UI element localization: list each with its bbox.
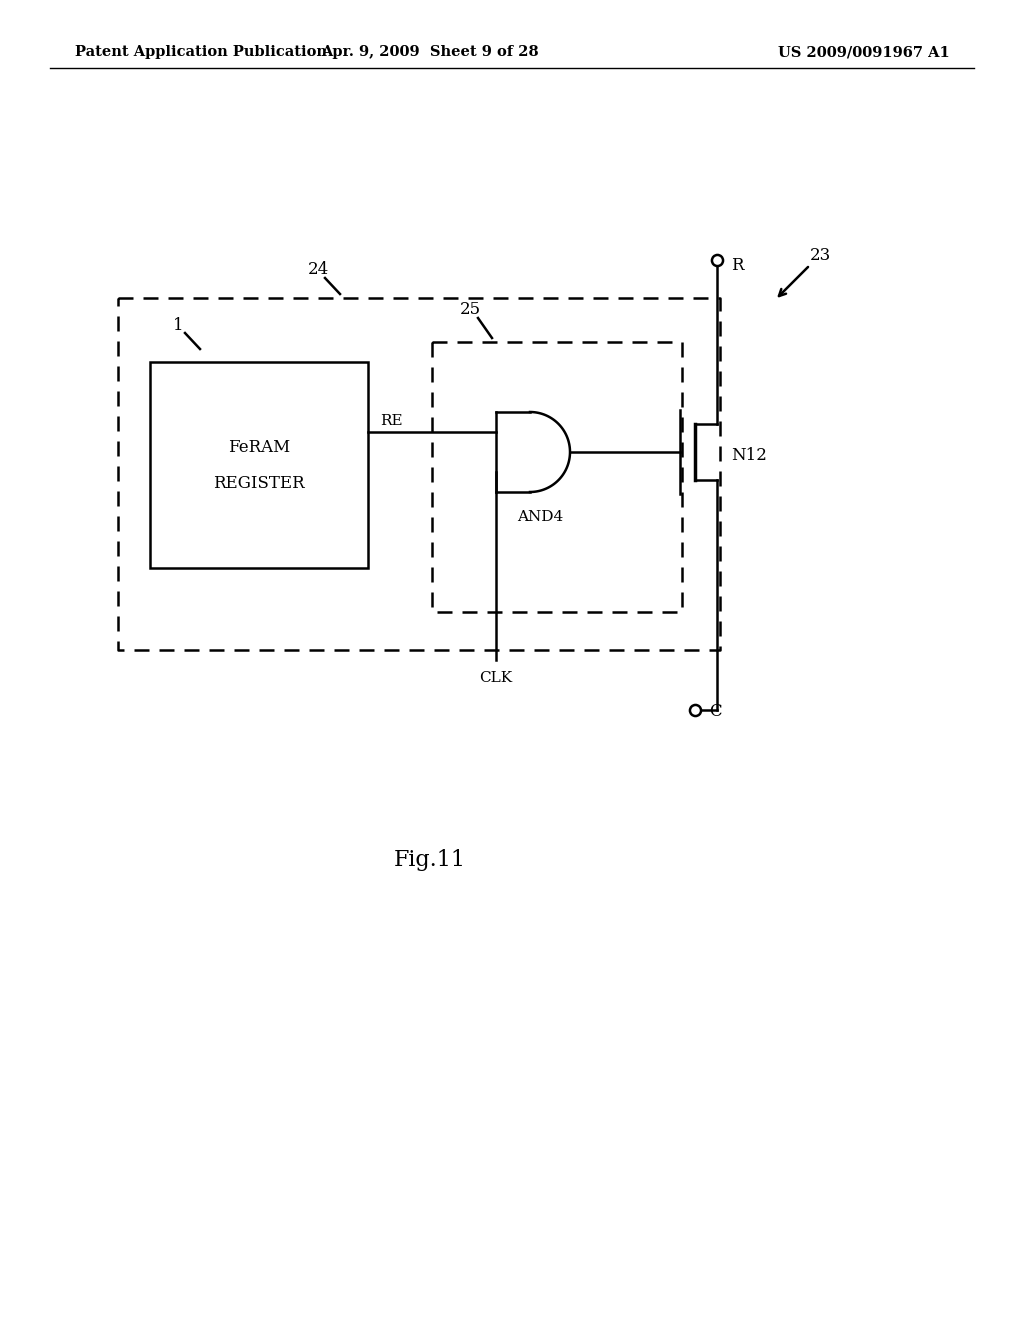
Text: REGISTER: REGISTER <box>213 474 305 491</box>
Text: FeRAM: FeRAM <box>228 438 290 455</box>
Text: N12: N12 <box>731 447 767 465</box>
Text: 23: 23 <box>809 247 830 264</box>
Text: C: C <box>709 704 722 721</box>
Text: RE: RE <box>380 414 402 428</box>
Bar <box>150 362 368 568</box>
Text: Patent Application Publication: Patent Application Publication <box>75 45 327 59</box>
Text: R: R <box>731 257 743 275</box>
Text: 24: 24 <box>307 261 329 279</box>
Text: Fig.11: Fig.11 <box>394 849 466 871</box>
Text: AND4: AND4 <box>517 510 563 524</box>
Text: Apr. 9, 2009  Sheet 9 of 28: Apr. 9, 2009 Sheet 9 of 28 <box>322 45 539 59</box>
Text: 25: 25 <box>460 301 480 318</box>
Text: US 2009/0091967 A1: US 2009/0091967 A1 <box>778 45 950 59</box>
Text: 1: 1 <box>173 317 183 334</box>
Text: CLK: CLK <box>479 671 513 685</box>
